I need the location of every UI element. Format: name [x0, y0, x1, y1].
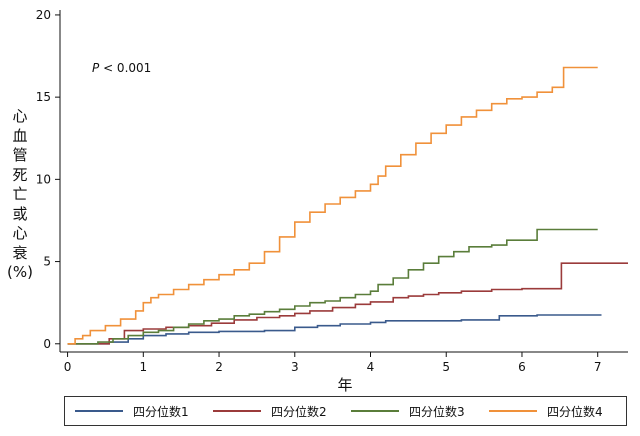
x-tick-label: 5 [442, 360, 450, 374]
y-tick-label: 5 [43, 255, 51, 269]
legend-item-1: 四分位数1 [75, 397, 189, 425]
series-lines-group [67, 66, 628, 345]
y-axis-title-char: 亡 [12, 185, 28, 203]
legend-swatch [351, 410, 399, 412]
y-tick-label: 15 [36, 90, 51, 104]
x-tick-label: 3 [291, 360, 299, 374]
legend-label: 四分位数2 [271, 404, 327, 419]
y-tick-label: 0 [43, 337, 51, 351]
x-tick-label: 6 [518, 360, 526, 374]
x-tick-label: 2 [215, 360, 223, 374]
series-line-3 [67, 228, 598, 345]
x-tick-label: 0 [64, 360, 72, 374]
y-tick-label: 10 [36, 172, 51, 186]
legend-item-4: 四分位数4 [489, 397, 603, 425]
p-value-annotation: P < 0.001 [92, 61, 151, 75]
y-axis-title-char: 或 [12, 204, 28, 223]
x-axis-title: 年 [337, 376, 352, 394]
y-axis-title-char: 死 [12, 165, 28, 184]
ticks-group: 0 5 10 15 20 0 1 2 3 4 5 6 7 [36, 8, 602, 374]
y-tick-label: 20 [36, 8, 51, 22]
legend: 四分位数1 四分位数2 四分位数3 四分位数4 [64, 396, 627, 426]
x-tick-label: 7 [594, 360, 602, 374]
y-axis-title-char: 衰 [12, 243, 28, 262]
y-axis-title-char: 血 [12, 126, 28, 145]
legend-swatch [489, 410, 537, 412]
legend-label: 四分位数3 [409, 404, 465, 419]
series-line-1 [67, 314, 602, 345]
y-axis-title-char: 管 [12, 146, 28, 164]
legend-item-2: 四分位数2 [213, 397, 327, 425]
legend-swatch [75, 410, 123, 412]
legend-label: 四分位数4 [547, 404, 603, 419]
series-line-4 [67, 66, 598, 345]
y-axis-title-char: 心 [12, 224, 28, 242]
x-tick-label: 4 [367, 360, 375, 374]
legend-item-3: 四分位数3 [351, 397, 465, 425]
p-value-text: < 0.001 [99, 61, 151, 75]
y-axis-title-unit: (%) [7, 263, 33, 281]
series-line-2 [67, 262, 628, 345]
p-value-symbol: P [92, 61, 100, 75]
axes-group [59, 10, 628, 353]
x-tick-label: 1 [139, 360, 147, 374]
legend-swatch [213, 410, 261, 412]
legend-label: 四分位数1 [133, 404, 189, 419]
y-axis-title-char: 心 [12, 107, 28, 125]
